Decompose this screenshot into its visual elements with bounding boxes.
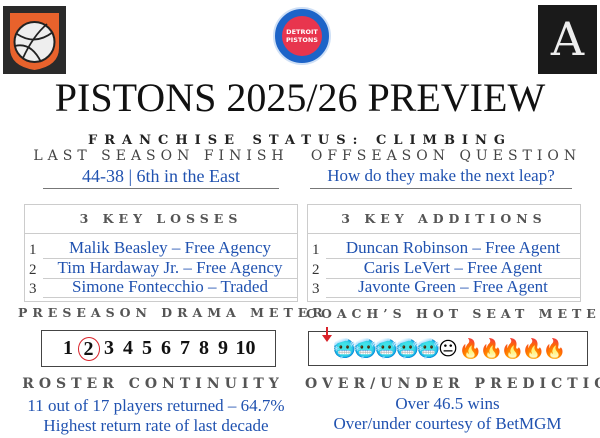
- key-additions-box: 3 KEY ADDITIONS 1 Duncan Robinson – Free …: [307, 204, 581, 302]
- item-number: 1: [312, 242, 320, 258]
- the-athletic-logo: A: [538, 5, 597, 74]
- item-number: 2: [312, 262, 320, 278]
- drama-level: 5: [142, 337, 152, 359]
- list-item: 1 Malik Beasley – Free Agency: [25, 238, 297, 259]
- fire-icon: 🔥: [479, 338, 504, 360]
- arrow-down-icon: [322, 327, 332, 346]
- drama-level: 7: [180, 337, 190, 359]
- key-losses-heading: 3 KEY LOSSES: [25, 205, 297, 234]
- key-losses-box: 3 KEY LOSSES 1 Malik Beasley – Free Agenc…: [24, 204, 298, 302]
- logo-text: PISTONS: [286, 36, 318, 44]
- list-item: 3 Simone Fontecchio – Traded: [25, 277, 297, 298]
- drama-level: 8: [199, 337, 209, 359]
- drama-level: 4: [123, 337, 133, 359]
- item-text: Malik Beasley – Free Agency: [43, 238, 297, 259]
- fire-icon: 🔥: [500, 338, 525, 360]
- over-under-line-2: Over/under courtesy of BetMGM: [333, 414, 562, 433]
- fire-icon: 🔥: [521, 338, 546, 360]
- drama-meter-heading: PRESEASON DRAMA METER: [18, 305, 328, 320]
- cold-face-icon: 🥶: [416, 338, 441, 360]
- list-item: 3 Javonte Green – Free Agent: [308, 277, 580, 298]
- basketball-logo: [3, 6, 66, 74]
- key-additions-heading: 3 KEY ADDITIONS: [308, 205, 580, 234]
- roster-heading: ROSTER CONTINUITY: [22, 376, 284, 392]
- list-item: 2 Tim Hardaway Jr. – Free Agency: [25, 258, 297, 279]
- cold-face-icon: 🥶: [353, 338, 378, 360]
- drama-level: 6: [161, 337, 171, 359]
- roster-line-2: Highest return rate of last decade: [43, 416, 269, 435]
- franchise-status: FRANCHISE STATUS: CLIMBING: [88, 133, 512, 148]
- cold-face-icon: 🥶: [332, 338, 357, 360]
- cold-face-icon: 🥶: [374, 338, 399, 360]
- over-under-line-1: Over 46.5 wins: [395, 394, 500, 413]
- item-text: Simone Fontecchio – Traded: [43, 277, 297, 298]
- item-text: Caris LeVert – Free Agent: [326, 258, 580, 279]
- item-number: 1: [29, 242, 37, 258]
- hot-seat-meter: 🥶 🥶 🥶 🥶 🥶 😐 🔥 🔥 🔥 🔥 🔥: [308, 331, 588, 366]
- item-number: 2: [29, 262, 37, 278]
- item-number: 3: [29, 281, 37, 297]
- fire-icon: 🔥: [458, 338, 483, 360]
- item-number: 3: [312, 281, 320, 297]
- page-title: PISTONS 2025/26 PREVIEW: [54, 75, 546, 120]
- over-under-heading: OVER/UNDER PREDICTION: [305, 376, 600, 392]
- list-item: 2 Caris LeVert – Free Agent: [308, 258, 580, 279]
- last-season-heading: LAST SEASON FINISH: [33, 148, 289, 164]
- fire-icon: 🔥: [542, 338, 567, 360]
- cold-face-icon: 🥶: [395, 338, 420, 360]
- item-text: Javonte Green – Free Agent: [326, 277, 580, 298]
- pistons-logo: DETROIT PISTONS: [273, 7, 331, 65]
- drama-level: 9: [218, 337, 228, 359]
- offseason-value: How do they make the next leap?: [310, 166, 572, 189]
- drama-level: 10: [235, 337, 256, 359]
- roster-line-1: 11 out of 17 players returned – 64.7%: [27, 396, 285, 415]
- logo-text: DETROIT: [286, 28, 318, 36]
- last-season-value: 44-38 | 6th in the East: [43, 166, 279, 189]
- drama-level-selected: 2: [77, 336, 100, 361]
- hot-seat-heading: COACH’S HOT SEAT METER: [306, 306, 600, 321]
- item-text: Duncan Robinson – Free Agent: [326, 238, 580, 259]
- item-text: Tim Hardaway Jr. – Free Agency: [43, 258, 297, 279]
- list-item: 1 Duncan Robinson – Free Agent: [308, 238, 580, 259]
- neutral-face-icon: 😐: [438, 337, 458, 360]
- drama-meter: 1 2 3 4 5 6 7 8 9 10: [41, 330, 276, 367]
- offseason-heading: OFFSEASON QUESTION: [310, 148, 582, 164]
- drama-level: 3: [104, 337, 114, 359]
- drama-level: 1: [63, 337, 73, 359]
